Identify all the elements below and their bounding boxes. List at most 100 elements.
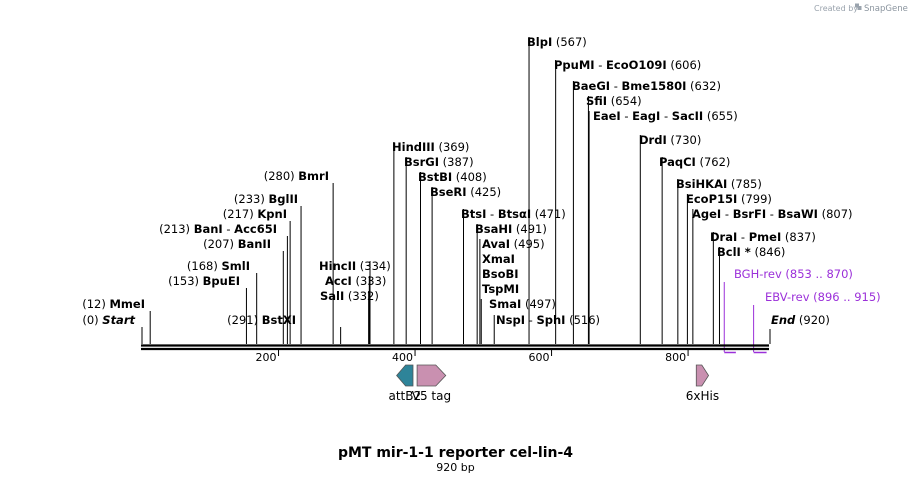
axis-tick-800: 800 [665, 350, 689, 364]
site-label[interactable]: BsrGI (387) [404, 155, 474, 169]
feature-6xhis[interactable]: 6xHis [686, 364, 719, 403]
site-label[interactable]: PaqCI (762) [659, 155, 730, 169]
site-hindiii[interactable]: HindIII (369) [392, 140, 469, 344]
axis-tick-400: 400 [392, 350, 416, 364]
enzyme-name: DraI [710, 230, 737, 244]
site-label[interactable]: HincII (334) [319, 259, 391, 273]
feature-arrow[interactable] [416, 364, 447, 387]
site-bsahi[interactable]: BsaHI (491) [475, 222, 547, 344]
site-mmei[interactable]: (12) MmeI [82, 297, 151, 344]
site-label[interactable]: BtsI - BtsαI (471) [461, 207, 566, 221]
site-acci[interactable]: AccI (333) [325, 274, 386, 344]
enzyme-name: BlpI [527, 35, 552, 49]
feature-label: attB2 [388, 389, 421, 403]
site-paqci[interactable]: PaqCI (762) [659, 155, 730, 344]
site-bani-acc65i[interactable]: (213) BanI - Acc65I [159, 222, 288, 344]
site-kpni[interactable]: (217) KpnI [223, 207, 291, 344]
site-nspi-sphi[interactable]: NspI - SphI (516) [493, 313, 600, 344]
site-end[interactable]: End (920) [769, 313, 830, 344]
feature-v5-tag[interactable]: V5 tag [412, 364, 451, 403]
site-label[interactable]: BseRI (425) [430, 185, 501, 199]
site-label[interactable]: BlpI (567) [527, 35, 587, 49]
site-label[interactable]: SmaI (497) [489, 297, 556, 311]
primer-ebv-rev[interactable]: EBV-rev (896 .. 915) [753, 290, 881, 354]
site-label[interactable]: AgeI - BsrFI - BsaWI (807) [692, 207, 853, 221]
site-bcli[interactable]: BclI * (846) [717, 245, 785, 344]
enzyme-name: HindIII [392, 140, 435, 154]
site-ppumi-ecoo109i[interactable]: PpuMI - EcoO109I (606) [554, 58, 701, 344]
site-drai-pmei[interactable]: DraI - PmeI (837) [710, 230, 816, 344]
site-blpi[interactable]: BlpI (567) [527, 35, 587, 344]
site-btsi-btsi[interactable]: BtsI - BtsαI (471) [461, 207, 566, 344]
site-label[interactable]: AccI (333) [325, 274, 386, 288]
site-label[interactable]: AvaI (495) [482, 237, 545, 251]
site-label[interactable]: (233) BglII [234, 192, 298, 206]
site-bpuei[interactable]: (153) BpuEI [168, 274, 247, 344]
site-label[interactable]: (0) Start [82, 313, 135, 327]
site-bsihkai[interactable]: BsiHKAI (785) [676, 177, 762, 344]
site-label[interactable]: NspI - SphI (516) [496, 313, 600, 327]
site-separator: - [737, 230, 748, 244]
site-label[interactable]: BclI * (846) [717, 245, 785, 259]
enzyme-name: NspI [496, 313, 525, 327]
site-bstxi[interactable]: (291) BstXI [227, 313, 342, 344]
site-sfii[interactable]: SfiI (654) [586, 94, 642, 344]
site-label[interactable]: DrdI (730) [639, 133, 701, 147]
site-start[interactable]: (0) Start [82, 313, 143, 344]
site-label[interactable]: (213) BanI - Acc65I [159, 222, 277, 236]
site-label[interactable]: BsaHI (491) [475, 222, 547, 236]
site-label[interactable]: XmaI [482, 252, 515, 266]
site-separator: - [766, 207, 777, 221]
site-bmri[interactable]: (280) BmrI [264, 169, 334, 344]
site-label[interactable]: (217) KpnI [223, 207, 287, 221]
site-label[interactable]: BsiHKAI (785) [676, 177, 762, 191]
site-hincii[interactable]: HincII (334) [319, 259, 391, 344]
enzyme-name: BstXI [262, 313, 296, 327]
site-bglii[interactable]: (233) BglII [234, 192, 302, 344]
site-label[interactable]: SfiI (654) [586, 94, 642, 108]
feature-arrow[interactable] [396, 364, 414, 387]
site-smli[interactable]: (168) SmlI [187, 259, 258, 344]
site-eaei-eagi-sacii[interactable]: EaeI - EagI - SacII (655) [588, 109, 738, 344]
site-bseri[interactable]: BseRI (425) [430, 185, 501, 344]
site-baegi-bme1580i[interactable]: BaeGI - Bme1580I (632) [572, 79, 721, 344]
primer-label[interactable]: BGH-rev (853 .. 870) [734, 267, 853, 281]
site-label[interactable]: (153) BpuEI [168, 274, 240, 288]
primer-label[interactable]: EBV-rev (896 .. 915) [765, 290, 881, 304]
site-bsrgi[interactable]: BsrGI (387) [404, 155, 474, 344]
site-agei-bsrfi-bsawi[interactable]: AgeI - BsrFI - BsaWI (807) [692, 207, 853, 344]
site-label[interactable]: (207) BanII [203, 237, 271, 251]
feature-arrow[interactable] [695, 364, 710, 387]
site-label[interactable]: (280) BmrI [264, 169, 329, 183]
site-bstbi[interactable]: BstBI (408) [418, 170, 487, 344]
bp-axis: 200 400 600 800 [256, 350, 689, 364]
site-label[interactable]: (12) MmeI [82, 297, 145, 311]
site-position: (785) [727, 177, 762, 191]
primer-bgh-rev[interactable]: BGH-rev (853 .. 870) [723, 267, 853, 354]
site-label[interactable]: End (920) [771, 313, 830, 327]
enzyme-name: BaeGI [572, 79, 610, 93]
site-label[interactable]: TspMI [482, 282, 519, 296]
site-label[interactable]: (291) BstXI [227, 313, 296, 327]
site-position: (730) [667, 133, 702, 147]
site-label[interactable]: BaeGI - Bme1580I (632) [572, 79, 721, 93]
site-ecop15i[interactable]: EcoP15I (799) [686, 192, 772, 344]
site-label[interactable]: PpuMI - EcoO109I (606) [554, 58, 701, 72]
site-label[interactable]: HindIII (369) [392, 140, 469, 154]
site-smai[interactable]: SmaI (497) [480, 297, 556, 344]
site-label[interactable]: EcoP15I (799) [686, 192, 772, 206]
site-label[interactable]: EaeI - EagI - SacII (655) [593, 109, 738, 123]
site-label[interactable]: DraI - PmeI (837) [710, 230, 816, 244]
site-label[interactable]: (168) SmlI [187, 259, 250, 273]
site-label[interactable]: BsoBI [482, 267, 519, 281]
credit-brand: SnapGene [864, 4, 908, 14]
feature-attb2[interactable]: attB2 [388, 364, 421, 403]
enzyme-name: AccI [325, 274, 352, 288]
site-banii[interactable]: (207) BanII [203, 237, 284, 344]
site-drdi[interactable]: DrdI (730) [639, 133, 701, 344]
site-position: (655) [703, 109, 738, 123]
site-label[interactable]: BstBI (408) [418, 170, 487, 184]
enzyme-name: BsrFI [733, 207, 766, 221]
